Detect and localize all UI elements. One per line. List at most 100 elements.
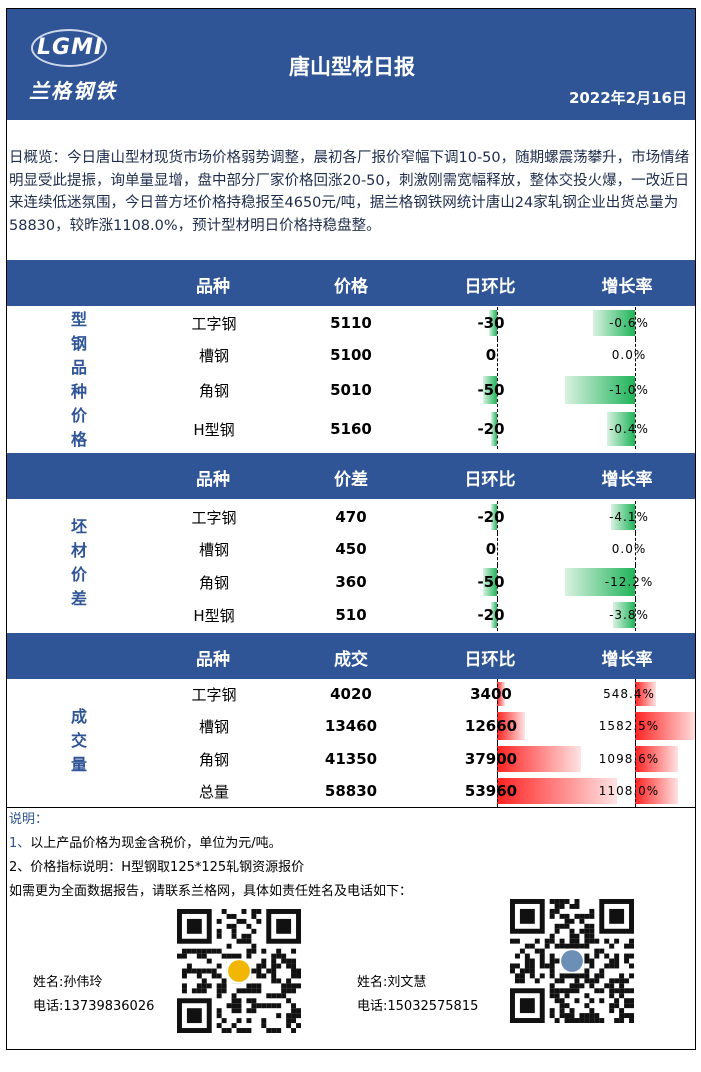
variety-cell-text: 角钢: [198, 750, 229, 769]
rate-cell-text: 1098.6%: [598, 752, 660, 766]
table-row: 工字钢 4020 3400 548.4%: [7, 679, 695, 709]
table-row: 槽钢 13460 12660 1582.5%: [7, 709, 695, 743]
value-cell-text: 470: [335, 508, 367, 526]
variety-cell-text: 角钢: [198, 573, 229, 592]
value-cell-text: 5100: [330, 346, 372, 364]
dod-cell-text: 53960: [464, 782, 518, 800]
rate-cell-text: -4.1%: [609, 510, 649, 524]
rate-axis: [635, 743, 636, 775]
side-label-char: 种: [70, 382, 87, 401]
note-line-2: 2、价格指标说明：H型钢取125*125轧钢资源报价: [9, 856, 695, 880]
dod-bar: [483, 376, 497, 404]
dod-bar: [497, 778, 617, 804]
rate-cell-text: 1582.5%: [598, 719, 660, 733]
value-cell: 4020: [281, 679, 421, 709]
dod-axis: [497, 775, 498, 807]
rate-cell: 1582.5%: [561, 709, 695, 743]
dod-cell: -20: [421, 599, 561, 631]
col-header-spread: 价差: [334, 470, 368, 490]
value-cell: 5100: [281, 339, 421, 371]
dod-cell: -20: [421, 501, 561, 533]
dod-cell-text: 0: [485, 540, 497, 558]
rate-axis: [635, 679, 636, 709]
table-row: 槽钢 5100 0 0.0%: [7, 339, 695, 371]
table-row: 总量 58830 53960 1108.0%: [7, 775, 695, 807]
value-cell: 5110: [281, 307, 421, 339]
variety-cell: 工字钢: [147, 501, 281, 533]
side-label-char: 格: [70, 430, 87, 449]
spread-side-label: 坯材价差: [47, 515, 111, 611]
notes-title: 说明：: [9, 812, 49, 827]
dod-axis: [497, 501, 498, 533]
contact-2: 姓名:刘文慧 电话:15032575815: [357, 971, 478, 1019]
dod-axis: [497, 709, 498, 743]
dod-bar: [491, 412, 497, 446]
dod-bar: [491, 504, 497, 530]
qr-code-1-icon: [177, 909, 301, 1033]
variety-cell: 总量: [147, 775, 281, 807]
dod-cell: -50: [421, 565, 561, 599]
dod-bar: [497, 712, 526, 740]
variety-cell: 角钢: [147, 373, 281, 407]
rate-bar: [635, 778, 679, 804]
contact-1-phone: 电话:13739836026: [33, 999, 155, 1014]
rate-bar: [635, 746, 679, 772]
dod-cell-text: -20: [477, 508, 505, 526]
report-header: LGMI 兰格钢铁 唐山型材日报 2022年2月16日: [7, 9, 695, 120]
table-row: 工字钢 5110 -30 -0.6%: [7, 307, 695, 339]
side-label-char: 交: [70, 731, 87, 750]
value-cell: 470: [281, 501, 421, 533]
rate-cell: 1098.6%: [561, 743, 695, 775]
notes-section: 说明： 1、以上产品价格为现金含税价，单位为元/吨。 2、价格指标说明：H型钢取…: [7, 807, 695, 904]
col-header-rate: 增长率: [601, 277, 653, 297]
value-cell-text: 5160: [330, 420, 372, 438]
rate-cell: -12.2%: [561, 565, 695, 599]
dod-bar: [497, 746, 582, 772]
rate-cell-text: -3.8%: [609, 608, 649, 622]
dod-axis: [497, 339, 498, 371]
dod-cell-text: 0: [485, 346, 497, 364]
side-label-char: 差: [70, 589, 87, 608]
price-side-label: 型钢品种价格: [47, 308, 111, 452]
side-label-char: 材: [70, 541, 87, 560]
page-title: 唐山型材日报: [289, 55, 415, 79]
side-label-char: 成: [70, 707, 87, 726]
variety-cell-text: 工字钢: [191, 508, 237, 527]
contact-2-phone: 电话:15032575815: [357, 999, 479, 1014]
value-cell: 360: [281, 565, 421, 599]
col-header-variety: 品种: [196, 277, 230, 297]
dod-cell-text: 12660: [464, 717, 518, 735]
value-cell: 5160: [281, 409, 421, 449]
price-table-header: 品种 价格 日环比 增长率: [7, 260, 695, 306]
dod-cell: 0: [421, 533, 561, 565]
variety-cell: 角钢: [147, 743, 281, 775]
variety-cell-text: 槽钢: [198, 717, 229, 736]
rate-bar: [613, 602, 635, 628]
side-label-char: 量: [70, 755, 87, 774]
rate-cell: -3.8%: [561, 599, 695, 631]
rate-cell-text: -0.6%: [609, 316, 649, 330]
rate-bar: [635, 712, 695, 740]
rate-axis: [635, 533, 636, 565]
side-label-char: 品: [70, 358, 87, 377]
rate-cell: -0.4%: [561, 409, 695, 449]
note-text-1: 以上产品价格为现金含税价，单位为元/吨。: [30, 836, 282, 851]
note-line-3: 如需更为全面数据报告，请联系兰格网，具体如责任姓名及电话如下：: [9, 884, 413, 899]
side-label-char: 价: [70, 406, 87, 425]
rate-axis: [635, 409, 636, 449]
report-frame: LGMI 兰格钢铁 唐山型材日报 2022年2月16日 日概览：今日唐山型材现货…: [6, 8, 696, 1050]
rate-cell-text: 0.0%: [611, 348, 647, 362]
dod-bar: [491, 602, 497, 628]
col-header-variety: 品种: [196, 470, 230, 490]
dod-axis: [497, 599, 498, 631]
value-cell-text: 510: [335, 606, 367, 624]
rate-bar: [611, 504, 635, 530]
col-header-dod: 日环比: [464, 470, 516, 490]
value-cell: 58830: [281, 775, 421, 807]
rate-cell: 1108.0%: [561, 775, 695, 807]
volume-table-header: 品种 成交 日环比 增长率: [7, 633, 695, 679]
table-row: 角钢 41350 37900 1098.6%: [7, 743, 695, 775]
value-cell: 450: [281, 533, 421, 565]
dod-cell: -30: [421, 307, 561, 339]
logo-cn-text: 兰格钢铁: [29, 79, 117, 103]
